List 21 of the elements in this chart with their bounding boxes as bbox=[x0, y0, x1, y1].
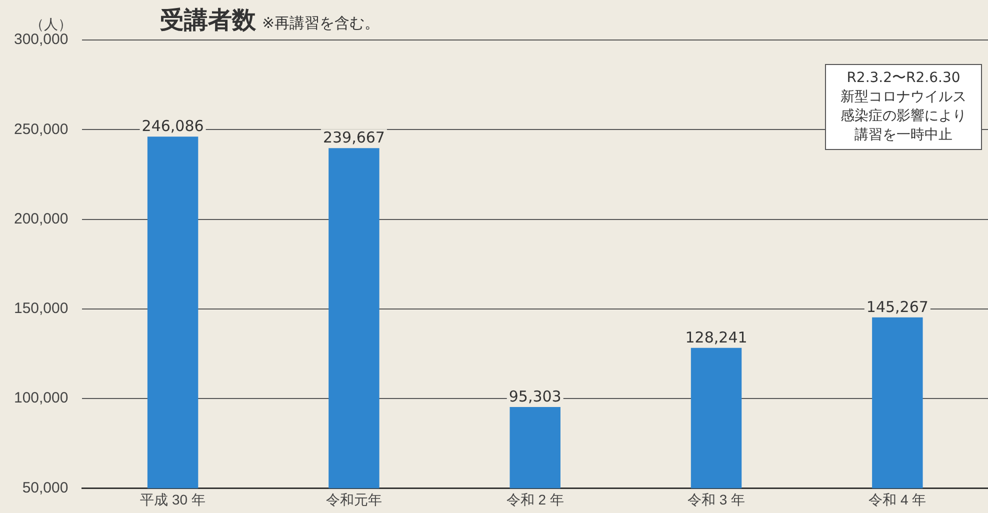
y-tick-label: 200,000 bbox=[14, 210, 68, 228]
y-tick-label: 100,000 bbox=[14, 390, 68, 407]
data-label: 145,267 bbox=[866, 298, 928, 316]
y-tick-label: 300,000 bbox=[14, 31, 68, 48]
x-tick-label: 令和 4 年 bbox=[868, 491, 926, 508]
data-label: 239,667 bbox=[322, 128, 385, 147]
x-tick-label: 平成 30 年 bbox=[140, 491, 206, 508]
y-axis-title: （人） bbox=[30, 16, 72, 34]
annotation: R2.3.2〜R2.6.30 bbox=[846, 69, 962, 88]
data-label: 95,303 bbox=[508, 387, 562, 406]
x-tick-label: 令和 2 年 bbox=[506, 491, 564, 508]
data-label: 246,086 bbox=[142, 117, 204, 136]
chart-subtitle: ※再講習を含む。 bbox=[262, 14, 380, 32]
y-tick-label: 250,000 bbox=[14, 120, 68, 138]
y-tick-label: 50,000 bbox=[22, 479, 68, 496]
chart-title: 受講者数 bbox=[160, 6, 256, 34]
data-label: 128,241 bbox=[685, 328, 748, 346]
annotation: 新型コロナウイルス感染症の影響により講習を一時中止 bbox=[840, 88, 968, 145]
y-tick-label: 150,000 bbox=[14, 300, 68, 318]
x-tick-label: 令和 3 年 bbox=[687, 491, 746, 508]
x-tick-label: 令和元年 bbox=[326, 491, 382, 508]
